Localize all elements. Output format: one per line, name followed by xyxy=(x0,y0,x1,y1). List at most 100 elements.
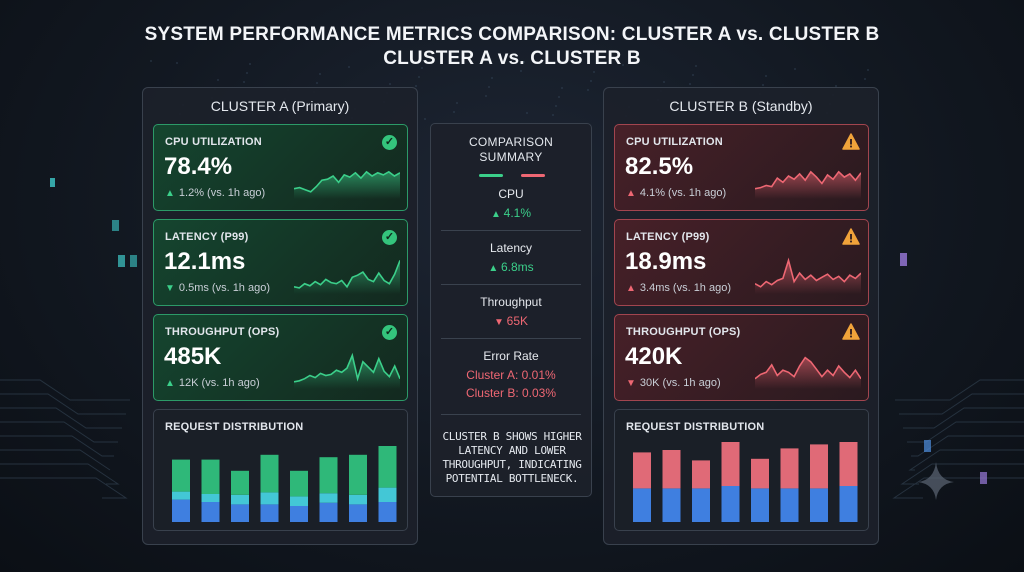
sparkline-area xyxy=(294,260,400,294)
distribution-bar-segment xyxy=(692,488,710,522)
summary-title-2: SUMMARY xyxy=(479,150,543,164)
sparkline xyxy=(294,170,400,199)
comparison-summary: COMPARISON SUMMARY CPU ▲ 4.1% Latency ▲ … xyxy=(430,123,592,497)
card-delta: ▲ 12K (vs. 1h ago) xyxy=(165,377,260,389)
distribution-bar-segment xyxy=(349,504,367,522)
check-circle-icon: ✓ xyxy=(382,230,397,245)
distribution-bar-segment xyxy=(201,502,220,522)
card-delta: ▲ 3.4ms (vs. 1h ago) xyxy=(626,282,731,294)
distribution-bar-segment xyxy=(662,450,681,489)
distribution-bar-segment xyxy=(810,488,828,522)
distribution-bar-segment xyxy=(662,488,681,522)
distribution-bar-segment xyxy=(378,446,397,488)
card-label: CPU UTILIZATION xyxy=(626,136,723,148)
arrow-up-icon: ▲ xyxy=(626,188,636,199)
cluster-a-throughput-card[interactable]: THROUGHPUT (OPS) 485K ▲ 12K (vs. 1h ago) … xyxy=(153,314,408,401)
sparkline xyxy=(755,257,861,294)
distribution-bar-segment xyxy=(349,494,367,505)
warning-icon xyxy=(842,133,860,150)
distribution-bar-segment xyxy=(780,488,799,522)
distribution-bar-segment xyxy=(172,459,190,492)
summary-error-b: Cluster B: 0.03% xyxy=(465,386,557,400)
distribution-bar-segment xyxy=(633,488,651,522)
divider xyxy=(441,230,581,231)
cluster-b-throughput-card[interactable]: THROUGHPUT (OPS) 420K ▼ 30K (vs. 1h ago) xyxy=(614,314,869,401)
distribution-bar-segment xyxy=(839,486,858,522)
card-delta: ▼ 30K (vs. 1h ago) xyxy=(626,377,721,389)
card-value: 485K xyxy=(164,343,222,370)
sparkline xyxy=(294,260,400,294)
distribution-bar-segment xyxy=(319,457,338,494)
summary-title: COMPARISON xyxy=(468,135,554,149)
sparkline-area xyxy=(294,171,400,199)
distribution-bar-segment xyxy=(692,460,710,489)
distribution-bar-segment xyxy=(290,506,308,522)
card-label: LATENCY (P99) xyxy=(626,231,710,243)
cluster-a-panel: CLUSTER A (Primary) CPU UTILIZATION 78.4… xyxy=(142,87,418,545)
distribution-bar-segment xyxy=(633,452,651,489)
card-value: 18.9ms xyxy=(625,248,707,275)
distribution-bar-segment xyxy=(751,488,769,522)
card-label: REQUEST DISTRIBUTION xyxy=(165,421,304,433)
distribution-bar-segment xyxy=(172,491,190,500)
arrow-down-icon: ▼ xyxy=(165,283,175,294)
sparkline xyxy=(755,170,861,199)
sparkline-line xyxy=(294,352,400,383)
distribution-bar-segment xyxy=(260,492,279,505)
sparkline-line xyxy=(294,260,400,289)
distribution-bar-segment xyxy=(319,502,338,522)
cluster-b-cpu-card[interactable]: CPU UTILIZATION 82.5% ▲ 4.1% (vs. 1h ago) xyxy=(614,124,869,211)
sparkline-area xyxy=(755,260,861,294)
distribution-bar-segment xyxy=(349,454,367,495)
distribution-bar-segment xyxy=(260,454,279,493)
warning-icon xyxy=(842,228,860,245)
check-circle-icon: ✓ xyxy=(382,325,397,340)
distribution-bar-segment xyxy=(201,459,220,494)
cluster-a-latency-card[interactable]: LATENCY (P99) 12.1ms ▼ 0.5ms (vs. 1h ago)… xyxy=(153,219,408,306)
arrow-up-icon: ▲ xyxy=(626,283,636,294)
card-label: THROUGHPUT (OPS) xyxy=(165,326,280,338)
arrow-up-icon: ▲ xyxy=(165,188,175,199)
distribution-bar-segment xyxy=(751,458,769,489)
distribution-bar-segment xyxy=(810,444,828,489)
divider xyxy=(441,284,581,285)
card-label: CPU UTILIZATION xyxy=(165,136,262,148)
cluster-a-title: CLUSTER A (Primary) xyxy=(210,98,350,114)
distribution-bar-segment xyxy=(378,487,397,502)
card-delta: ▼ 0.5ms (vs. 1h ago) xyxy=(165,282,270,294)
cluster-b-latency-card[interactable]: LATENCY (P99) 18.9ms ▲ 3.4ms (vs. 1h ago) xyxy=(614,219,869,306)
card-value: 12.1ms xyxy=(164,248,246,275)
summary-latency-value: ▲ 6.8ms xyxy=(488,260,534,274)
card-delta: ▲ 1.2% (vs. 1h ago) xyxy=(165,187,266,199)
distribution-bar-segment xyxy=(721,442,740,486)
distribution-bar-segment xyxy=(201,494,220,502)
distribution-bar-segment xyxy=(231,504,249,522)
summary-throughput-label: Throughput xyxy=(480,295,542,309)
sparkline-area xyxy=(294,355,400,389)
sparkline-line xyxy=(755,170,861,190)
summary-note: CLUSTER B SHOWS HIGHER LATENCY AND LOWER… xyxy=(442,430,582,485)
card-value: 82.5% xyxy=(625,153,694,180)
warning-icon xyxy=(842,323,860,340)
cluster-a-distribution-card[interactable]: REQUEST DISTRIBUTION xyxy=(153,409,408,531)
summary-throughput-value: ▼ 65K xyxy=(493,314,529,328)
card-value: 420K xyxy=(625,343,683,370)
cluster-a-cpu-card[interactable]: CPU UTILIZATION 78.4% ▲ 1.2% (vs. 1h ago)… xyxy=(153,124,408,211)
sparkline-line xyxy=(755,356,861,380)
sparkline xyxy=(294,352,400,389)
cluster-b-title: CLUSTER B (Standby) xyxy=(669,98,813,114)
distribution-chart xyxy=(633,442,858,522)
summary-cpu-label: CPU xyxy=(498,187,524,201)
arrow-up-icon: ▲ xyxy=(165,378,175,389)
card-label: THROUGHPUT (OPS) xyxy=(626,326,741,338)
summary-cpu-value: ▲ 4.1% xyxy=(490,206,532,220)
card-label: REQUEST DISTRIBUTION xyxy=(626,421,765,433)
legend-cluster-a xyxy=(479,174,503,177)
cluster-b-distribution-card[interactable]: REQUEST DISTRIBUTION xyxy=(614,409,869,531)
page-subtitle: CLUSTER A vs. CLUSTER B xyxy=(383,48,641,69)
distribution-bar-segment xyxy=(172,499,190,522)
distribution-bar-segment xyxy=(780,448,799,489)
distribution-bar-segment xyxy=(721,486,740,522)
sparkline-area xyxy=(755,357,861,389)
distribution-bar-segment xyxy=(839,442,858,486)
